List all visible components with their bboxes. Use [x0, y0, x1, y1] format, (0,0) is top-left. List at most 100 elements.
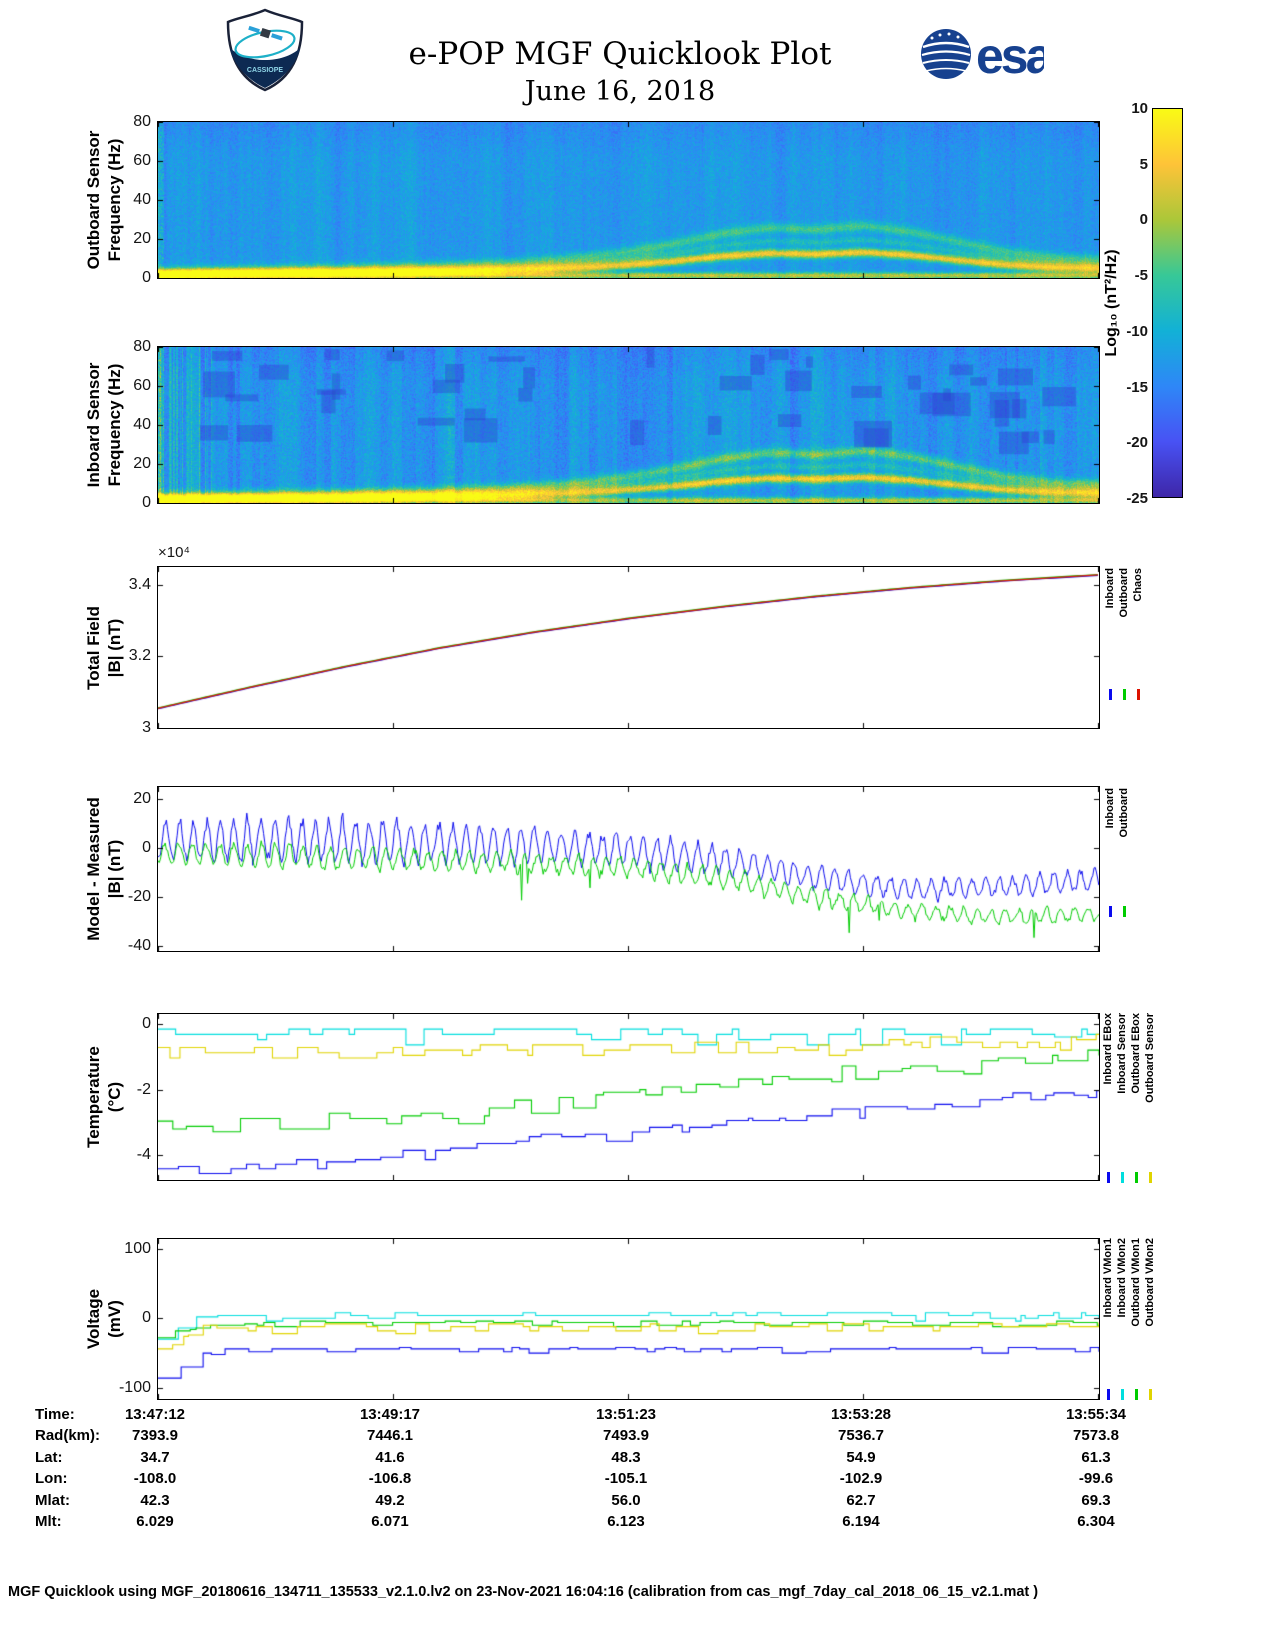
legend-voltage: Inboard VMon1 Inboard VMon2 Outboard VMo… — [1102, 1238, 1156, 1400]
ylabel-temperature: Temperature (°C) — [83, 1046, 125, 1148]
ylabel-total-field: Total Field |B| (nT) — [83, 606, 125, 690]
voltage-canvas — [158, 1239, 1099, 1399]
legend-item: Inboard VMon1 — [1102, 1238, 1114, 1400]
table-cell: -102.9 — [839, 1470, 883, 1487]
table-cell: 6.123 — [607, 1513, 645, 1530]
table-cell: 7536.7 — [838, 1427, 884, 1444]
colorbar-tick-label: -20 — [1126, 434, 1148, 451]
legend-mark — [1120, 1172, 1124, 1183]
esa-emblem-dot — [930, 36, 934, 40]
esa-logo-text: esa — [976, 28, 1044, 82]
page-date: June 16, 2018 — [524, 76, 716, 107]
colorbar — [1152, 108, 1183, 498]
legend-item: Inboard — [1104, 568, 1116, 700]
table-cell: 13:49:17 — [359, 1406, 421, 1423]
ylabel-line: (°C) — [105, 1081, 124, 1113]
ylabel-voltage: Voltage (mV) — [83, 1289, 125, 1349]
legend-total-field: Inboard Outboard Chaos — [1104, 568, 1144, 700]
table-cell: 7446.1 — [367, 1427, 413, 1444]
ylabel-model-measured: Model - Measured |B| (nT) — [83, 797, 125, 941]
legend-label: Outboard VMon1 — [1130, 1238, 1142, 1327]
table-cell: 61.3 — [1081, 1449, 1111, 1466]
legend-mark — [1148, 1172, 1152, 1183]
esa-emblem-arc — [925, 67, 967, 72]
y-tick-label: -4 — [136, 1146, 151, 1163]
table-row: Lon: -108.0 -106.8 -105.1 -102.9 -99.6 — [0, 1470, 1275, 1490]
ylabel-line: Outboard Sensor — [84, 130, 103, 270]
table-cell: 7493.9 — [603, 1427, 649, 1444]
legend-label: Inboard VMon1 — [1102, 1238, 1114, 1318]
table-cell: 49.2 — [375, 1492, 405, 1509]
legend-mark — [1106, 1389, 1110, 1400]
legend-label: Inboard VMon2 — [1116, 1238, 1128, 1318]
total-field-canvas — [158, 567, 1099, 728]
ylabel-line: Voltage — [84, 1288, 103, 1350]
legend-mark — [1122, 906, 1126, 917]
table-row-label: Time: — [35, 1406, 75, 1423]
colorbar-tick-label: 5 — [1139, 156, 1148, 173]
legend-temperature: Inboard EBox Inboard Sensor Outboard EBo… — [1102, 1013, 1156, 1183]
footer-processing-note: MGF Quicklook using MGF_20180616_134711_… — [8, 1584, 1039, 1600]
legend-label: Outboard — [1118, 788, 1130, 838]
table-row-label: Mlt: — [35, 1513, 62, 1530]
table-row: Lat: 34.7 41.6 48.3 54.9 61.3 — [0, 1449, 1275, 1469]
model-measured-canvas — [158, 787, 1099, 951]
legend-item: Inboard EBox — [1102, 1013, 1114, 1183]
esa-emblem-arc — [921, 50, 971, 57]
table-cell: 42.3 — [140, 1492, 170, 1509]
y-tick-label: 100 — [124, 1240, 151, 1257]
legend-item: Outboard — [1118, 788, 1130, 917]
temperature-panel — [157, 1013, 1100, 1181]
axis-exponent-label: ×10⁴ — [158, 544, 190, 561]
legend-mark — [1134, 1172, 1138, 1183]
ylabel-outboard-spectrogram: Outboard Sensor Frequency (Hz) — [83, 131, 125, 270]
esa-logo: esa — [921, 28, 1044, 82]
legend-label: Outboard VMon2 — [1144, 1238, 1156, 1327]
y-tick-label: 0 — [142, 1015, 151, 1032]
y-tick-label: 0 — [142, 269, 151, 286]
outboard-spectrogram-panel — [157, 121, 1100, 279]
table-cell: -108.0 — [133, 1470, 177, 1487]
table-cell: -105.1 — [604, 1470, 648, 1487]
table-cell: 6.194 — [842, 1513, 880, 1530]
y-tick-label: 0 — [142, 494, 151, 511]
model-measured-panel — [157, 786, 1100, 952]
y-tick-label: 80 — [133, 338, 151, 355]
y-tick-label: 3 — [142, 719, 151, 736]
legend-mark — [1134, 1389, 1138, 1400]
cassiope-badge-text: CASSIOPE — [247, 67, 284, 74]
ylabel-inboard-spectrogram: Inboard Sensor Frequency (Hz) — [83, 363, 125, 488]
legend-mark — [1122, 689, 1126, 700]
table-row: Time: 13:47:12 13:49:17 13:51:23 13:53:28 13:… — [0, 1406, 1275, 1426]
table-cell: 13:53:28 — [830, 1406, 892, 1423]
legend-mark — [1148, 1389, 1152, 1400]
table-cell: 6.029 — [136, 1513, 174, 1530]
ylabel-line: Inboard Sensor — [84, 362, 103, 488]
table-cell: -106.8 — [368, 1470, 412, 1487]
colorbar-tick-label: -25 — [1126, 490, 1148, 507]
y-tick-label: 3.4 — [128, 576, 151, 593]
table-row: Mlat: 42.3 49.2 56.0 62.7 69.3 — [0, 1492, 1275, 1512]
page-title: e-POP MGF Quicklook Plot — [408, 36, 832, 72]
esa-emblem-arc — [922, 59, 970, 64]
table-cell: 34.7 — [140, 1449, 170, 1466]
colorbar-tick-label: -15 — [1126, 379, 1148, 396]
table-cell: 69.3 — [1081, 1492, 1111, 1509]
legend-item: Outboard VMon2 — [1144, 1238, 1156, 1400]
esa-emblem-dot — [956, 35, 960, 39]
table-cell: 13:55:34 — [1065, 1406, 1127, 1423]
ylabel-line: Total Field — [84, 606, 103, 690]
total-field-panel — [157, 566, 1100, 729]
y-tick-label: -100 — [118, 1379, 151, 1396]
legend-item: Outboard — [1118, 568, 1130, 700]
y-tick-label: 80 — [133, 113, 151, 130]
table-cell: 41.6 — [375, 1449, 405, 1466]
table-row-label: Rad(km): — [35, 1427, 101, 1444]
table-row-label: Lat: — [35, 1449, 63, 1466]
esa-emblem-arc — [922, 41, 970, 49]
legend-mark — [1108, 689, 1112, 700]
ylabel-line: Model - Measured — [84, 797, 103, 941]
inboard-spectrogram-canvas — [158, 347, 1099, 503]
table-cell: 54.9 — [846, 1449, 876, 1466]
esa-emblem-dot — [947, 32, 951, 36]
